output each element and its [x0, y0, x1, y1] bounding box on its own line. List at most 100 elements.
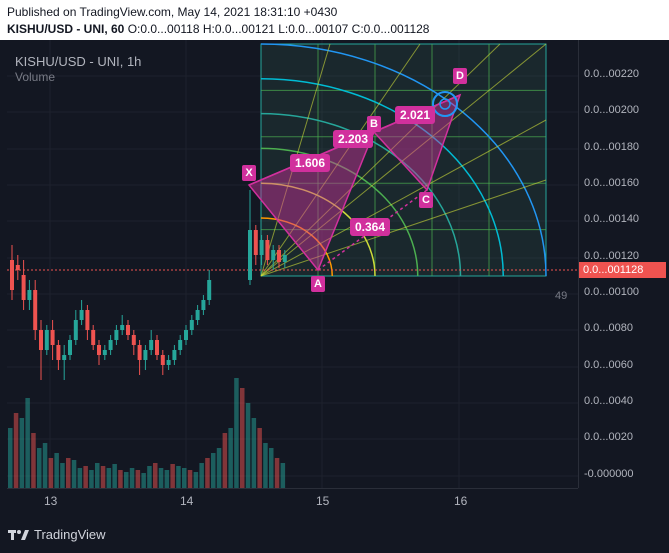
volume-bar — [251, 418, 257, 488]
candle-body — [259, 240, 264, 255]
ratio-bcd[interactable]: 2.021 — [395, 106, 436, 124]
candle-body — [120, 325, 125, 330]
volume-bar — [228, 428, 233, 488]
volume-bar — [280, 463, 286, 488]
price-label: 0.0...0040 — [584, 395, 633, 407]
volume-bar — [153, 463, 158, 488]
volume-bar — [240, 388, 245, 488]
price-label: 0.0...00180 — [584, 141, 640, 153]
price-axis[interactable] — [578, 40, 669, 488]
candle-body — [21, 275, 26, 300]
candle-body — [85, 310, 90, 330]
ratio-xab[interactable]: 1.606 — [290, 154, 331, 172]
time-label: 13 — [44, 494, 58, 508]
candle-body — [248, 230, 252, 280]
candle-body — [33, 290, 38, 330]
price-label: 0.0...00220 — [584, 68, 640, 80]
candle-body — [189, 320, 194, 330]
candle-body — [172, 350, 177, 360]
candle-body — [143, 350, 148, 360]
pattern-point-a[interactable]: A — [311, 276, 325, 292]
chart-pane[interactable] — [7, 40, 578, 488]
time-label: 14 — [180, 494, 194, 508]
candle-body — [62, 355, 67, 360]
volume-bar — [164, 470, 170, 488]
candle-body — [27, 290, 32, 300]
volume-bar — [42, 443, 48, 488]
gann-fan-line — [260, 119, 547, 277]
volume-bar — [135, 470, 141, 488]
ratio-abc[interactable]: 2.203 — [333, 130, 374, 148]
legend-symbol[interactable]: KISHU/USD - UNI, 1h — [15, 54, 142, 69]
candle-body — [102, 350, 107, 355]
price-label: 0.0...0020 — [584, 431, 633, 443]
candle-body — [201, 300, 206, 310]
chart-header: Published on TradingView.com, May 14, 20… — [0, 0, 669, 40]
gann-fan-line — [260, 43, 547, 277]
volume-bar — [124, 472, 129, 488]
candle-body — [155, 340, 159, 355]
candle-body — [277, 250, 281, 262]
time-label: 15 — [316, 494, 330, 508]
volume-bar — [141, 473, 146, 488]
time-axis[interactable] — [7, 488, 578, 514]
volume-bar — [199, 463, 204, 488]
volume-scale-label: 49 — [555, 290, 568, 302]
volume-bar — [31, 433, 36, 488]
candle-body — [137, 345, 142, 360]
volume-bar — [118, 470, 123, 488]
current-price-badge: 0.0...001128 — [579, 262, 666, 278]
candle-body — [56, 345, 61, 360]
volume-bar — [8, 428, 13, 488]
volume-bar — [60, 463, 65, 488]
symbol-interval: KISHU/USD - UNI, 60 — [7, 22, 125, 36]
candle-body — [79, 310, 84, 320]
candle-body — [50, 330, 55, 345]
candle-body — [166, 360, 171, 365]
footer-bar — [0, 513, 669, 553]
volume-bar — [176, 466, 181, 488]
volume-bar — [66, 458, 71, 488]
tradingview-brand[interactable]: TradingView — [34, 527, 106, 542]
price-label: 0.0...00120 — [584, 250, 640, 262]
candle-body — [265, 240, 270, 260]
target-circle-icon — [439, 98, 451, 110]
gann-fan-line — [260, 179, 547, 277]
candle-body — [10, 260, 14, 290]
volume-bar — [71, 460, 77, 488]
volume-bar — [19, 418, 25, 488]
volume-bar — [193, 472, 199, 488]
volume-bar — [83, 466, 88, 488]
legend-volume[interactable]: Volume — [15, 70, 56, 84]
volume-bar — [182, 468, 187, 488]
candle-body — [44, 330, 49, 350]
price-label: 0.0...00200 — [584, 104, 640, 116]
price-label: 0.0...00100 — [584, 286, 640, 298]
candle-body — [195, 310, 200, 320]
volume-bar — [106, 468, 112, 488]
volume-bar — [211, 453, 216, 488]
volume-bar — [48, 458, 54, 488]
candle-body — [91, 330, 96, 345]
price-label: 0.0...0060 — [584, 359, 633, 371]
pattern-point-d[interactable]: D — [453, 68, 467, 84]
time-label: 16 — [454, 494, 468, 508]
volume-bar — [170, 464, 175, 488]
candle-body — [73, 320, 78, 340]
candle-body — [160, 355, 165, 365]
ratio-xad[interactable]: 0.364 — [350, 218, 391, 236]
tradingview-logo-icon[interactable] — [8, 528, 30, 542]
volume-bar — [100, 466, 106, 488]
candle-body — [68, 340, 72, 355]
pattern-point-x[interactable]: X — [242, 165, 256, 181]
volume-bar — [77, 468, 83, 488]
candle-body — [126, 325, 130, 335]
pattern-point-b[interactable]: B — [367, 116, 381, 132]
volume-bar — [263, 443, 268, 488]
volume-bar — [13, 413, 19, 488]
volume-bar — [257, 428, 262, 488]
pattern-point-c[interactable]: C — [419, 192, 433, 208]
candle-body — [271, 250, 276, 260]
volume-bar — [274, 458, 280, 488]
